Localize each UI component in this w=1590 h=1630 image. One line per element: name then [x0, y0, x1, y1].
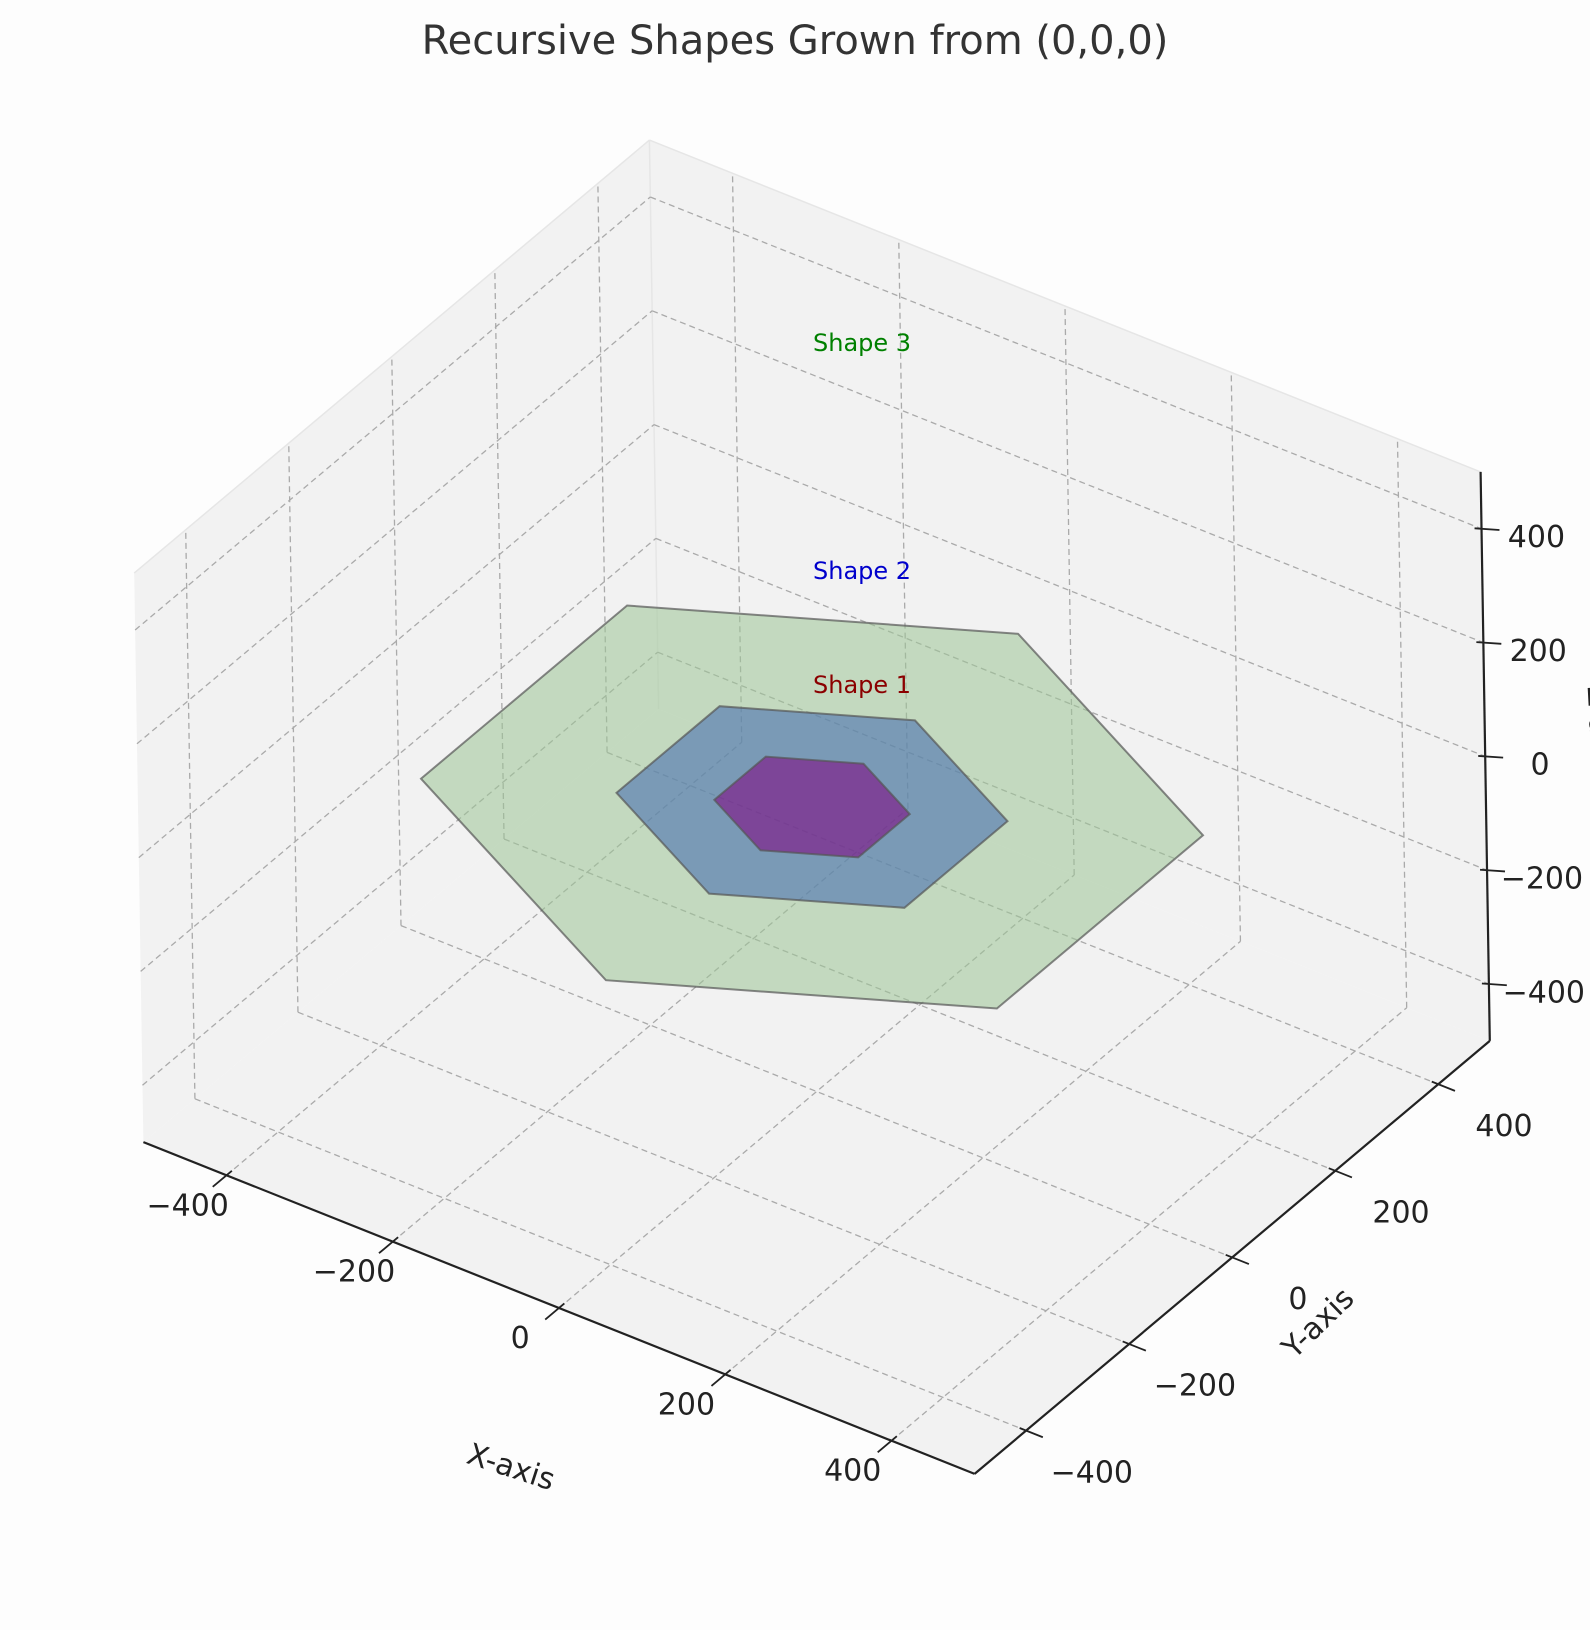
grid-line	[650, 196, 1482, 530]
pane-edge	[133, 139, 650, 574]
grid-line	[297, 1011, 1130, 1345]
grid-line	[653, 423, 1486, 758]
grid-line	[503, 838, 1336, 1172]
x-tick	[710, 1369, 732, 1387]
grid-lines	[134, 173, 1490, 1442]
z-tick	[1481, 982, 1507, 987]
x-tick-label: −200	[313, 1255, 395, 1290]
x-tick-label: 200	[658, 1387, 715, 1422]
shape-shape-1	[712, 755, 912, 859]
shapes	[419, 604, 1205, 1010]
z-tick	[1478, 755, 1504, 759]
y-tick	[1225, 1253, 1250, 1265]
y-tick-label: 200	[1372, 1196, 1429, 1231]
pane-edge	[649, 139, 1481, 473]
x-tick	[877, 1435, 898, 1453]
tick-marks: −400 −400 −400 −200 −200 −200 0 0 0 200 200 200 400 4…	[146, 520, 1585, 1490]
y-tick	[1431, 1080, 1456, 1092]
y-tick	[1122, 1340, 1147, 1352]
z-tick-label: −400	[1503, 975, 1585, 1010]
z-tick	[1474, 527, 1500, 531]
grid-line	[194, 1098, 1027, 1432]
grid-line	[657, 651, 1490, 985]
grid-line	[724, 940, 1241, 1375]
grid-line	[1230, 372, 1242, 942]
grid-line	[140, 537, 657, 972]
z-tick-label: −200	[1501, 862, 1583, 897]
shape-labels: Shape 1 Shape 2 Shape 3	[813, 329, 911, 699]
z-tick-label: 400	[1508, 520, 1565, 555]
grid-line	[134, 196, 651, 631]
x-tick	[378, 1236, 399, 1254]
grid-line	[651, 310, 1484, 644]
x-tick	[212, 1170, 233, 1188]
grid-line	[655, 537, 1488, 871]
y-tick-label: −400	[1051, 1455, 1133, 1490]
grid-line	[185, 529, 196, 1099]
shape-label-shape-3: Shape 3	[813, 329, 911, 357]
floor-pane	[143, 709, 1490, 1474]
z-axis-label: Z-axis	[1580, 685, 1590, 778]
z-tick	[1479, 868, 1506, 873]
y-tick	[1019, 1427, 1044, 1439]
shape-label-shape-2: Shape 2	[813, 557, 911, 585]
shape-label-shape-1: Shape 1	[813, 671, 911, 699]
z-tick	[1476, 641, 1502, 645]
x-tick-label: 0	[511, 1321, 530, 1356]
grid-line	[391, 356, 402, 926]
grid-line	[138, 424, 655, 859]
grid-line	[891, 1007, 1408, 1442]
grid-line	[1396, 438, 1408, 1008]
grid-line	[400, 924, 1233, 1259]
y-tick	[1328, 1167, 1353, 1179]
y-tick-label: −200	[1154, 1369, 1236, 1404]
y-tick-label: 400	[1475, 1109, 1532, 1144]
grid-line	[606, 751, 1439, 1085]
x-tick-label: −400	[146, 1188, 228, 1223]
x-axis-label: X-axis	[463, 1437, 559, 1498]
z-tick-label: 200	[1510, 634, 1567, 669]
z-tick-label: 0	[1531, 748, 1550, 783]
chart-title: Recursive Shapes Grown from (0,0,0)	[422, 18, 1169, 64]
y-tick-label: 0	[1288, 1282, 1307, 1317]
x-tick-label: 400	[824, 1454, 881, 1489]
grid-line	[136, 310, 653, 745]
x-tick	[544, 1302, 565, 1321]
